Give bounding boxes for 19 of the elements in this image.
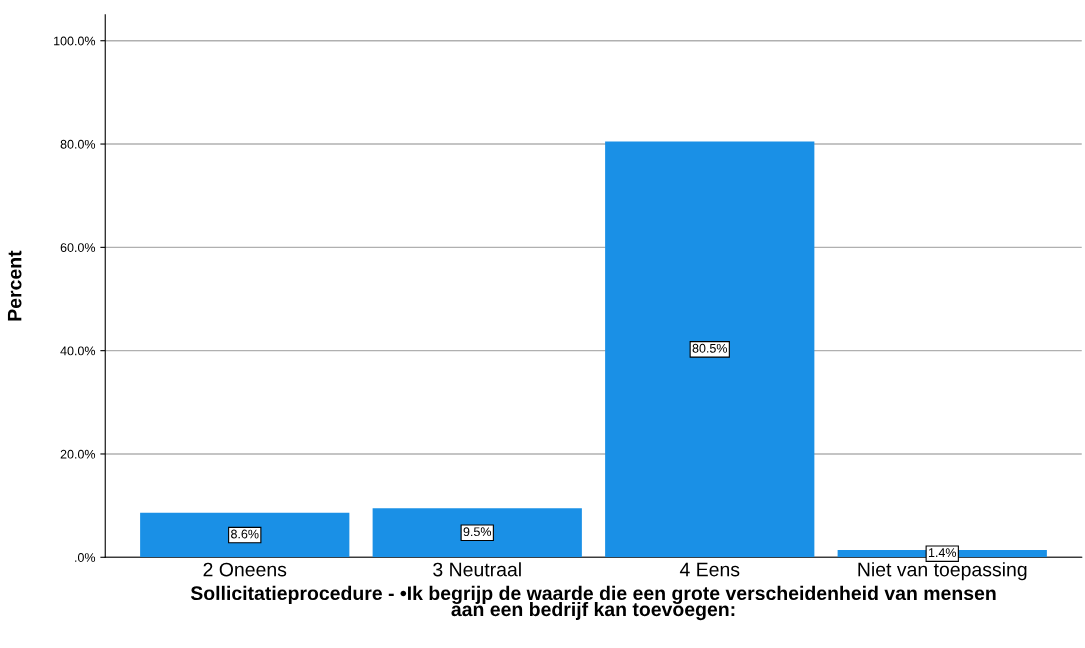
data-label: 8.6% bbox=[231, 529, 259, 539]
bar bbox=[605, 141, 815, 558]
x-tick-label: 3 Neutraal bbox=[433, 562, 521, 577]
data-label: 80.5% bbox=[692, 343, 728, 353]
x-tick-label: 4 Eens bbox=[679, 562, 740, 577]
bar bbox=[372, 508, 582, 558]
x-tick-label: Niet van toepassing bbox=[858, 562, 1027, 581]
x-axis-title: Sollicitatieprocedure - •Ik begrijp de waarde die een grote verscheidenheid van mensen aan een bedrijf kan toevoegen: bbox=[190, 585, 996, 621]
y-axis-title: Percent bbox=[7, 250, 22, 321]
y-tick-label: 100.0% bbox=[54, 36, 96, 46]
y-tick-label: 60.0% bbox=[60, 243, 96, 252]
y-tick-label: .0% bbox=[75, 553, 96, 562]
y-tick-label: 80.0% bbox=[60, 139, 96, 149]
x-tick-label: 2 Oneens bbox=[203, 562, 287, 577]
y-tick-label: 20.0% bbox=[60, 449, 96, 459]
y-tick-label: 40.0% bbox=[60, 346, 96, 356]
bar bbox=[140, 512, 350, 558]
data-label: 1.4% bbox=[928, 548, 957, 557]
data-label: 9.5% bbox=[463, 527, 492, 537]
